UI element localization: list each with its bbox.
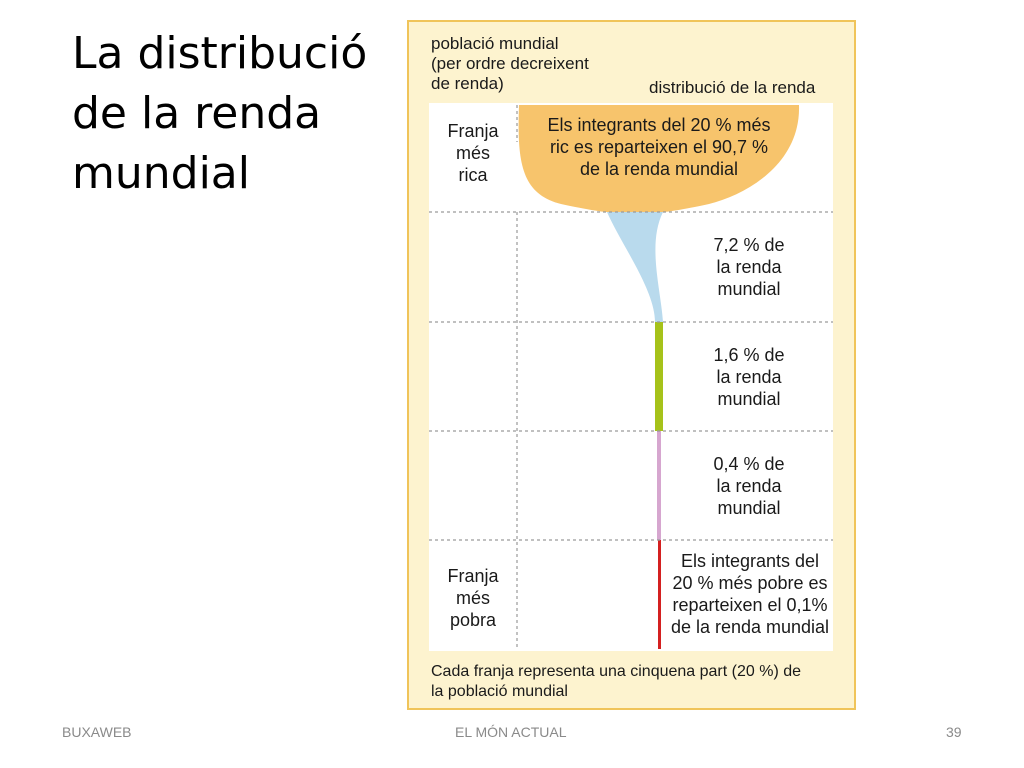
band-text-line: mundial bbox=[689, 497, 809, 519]
band-text-line: de la renda mundial bbox=[529, 158, 789, 180]
footer-author: BUXAWEB bbox=[62, 724, 132, 740]
band-text-richest: Els integrants del 20 % més ric es repar… bbox=[529, 114, 789, 180]
band-label-line: Franja bbox=[433, 565, 513, 587]
band-text-line: 1,6 % de bbox=[689, 344, 809, 366]
band-shape-fourth bbox=[657, 431, 661, 540]
income-distribution-diagram: població mundial (per ordre decreixent d… bbox=[407, 20, 856, 710]
footnote-line: la població mundial bbox=[431, 682, 801, 702]
band-text-second: 7,2 % de la renda mundial bbox=[689, 234, 809, 300]
band-text-line: 20 % més pobre es bbox=[663, 572, 837, 594]
axis-label-line: (per ordre decreixent bbox=[431, 54, 589, 74]
band-text-line: la renda bbox=[689, 366, 809, 388]
band-label-line: rica bbox=[433, 164, 513, 186]
footer-course: EL MÓN ACTUAL bbox=[455, 724, 567, 740]
richest-band-label: Franja més rica bbox=[433, 120, 513, 186]
population-axis-label: població mundial (per ordre decreixent d… bbox=[431, 34, 589, 94]
distribution-axis-label: distribució de la renda bbox=[649, 78, 815, 98]
band-text-line: la renda bbox=[689, 475, 809, 497]
band-shape-poorest bbox=[658, 540, 661, 649]
band-text-line: 7,2 % de bbox=[689, 234, 809, 256]
band-text-line: Els integrants del bbox=[663, 550, 837, 572]
axis-label-line: de renda) bbox=[431, 74, 589, 94]
poorest-band-label: Franja més pobra bbox=[433, 565, 513, 631]
band-text-line: 0,4 % de bbox=[689, 453, 809, 475]
band-text-line: reparteixen el 0,1% bbox=[663, 594, 837, 616]
band-shape-third bbox=[655, 322, 663, 431]
slide-title-line: mundial bbox=[72, 144, 402, 204]
slide-title-line: de la renda bbox=[72, 84, 402, 144]
band-label-line: pobra bbox=[433, 609, 513, 631]
band-text-line: Els integrants del 20 % més bbox=[529, 114, 789, 136]
band-label-line: més bbox=[433, 587, 513, 609]
band-label-line: Franja bbox=[433, 120, 513, 142]
slide-title: La distribució de la renda mundial bbox=[72, 24, 402, 204]
band-label-line: més bbox=[433, 142, 513, 164]
band-text-line: ric es reparteixen el 90,7 % bbox=[529, 136, 789, 158]
footnote-line: Cada franja representa una cinquena part… bbox=[431, 662, 801, 682]
slide-title-line: La distribució bbox=[72, 24, 402, 84]
band-text-poorest: Els integrants del 20 % més pobre es rep… bbox=[663, 550, 837, 638]
band-text-line: mundial bbox=[689, 388, 809, 410]
band-text-third: 1,6 % de la renda mundial bbox=[689, 344, 809, 410]
diagram-footnote: Cada franja representa una cinquena part… bbox=[431, 662, 801, 702]
band-text-line: mundial bbox=[689, 278, 809, 300]
axis-label-line: població mundial bbox=[431, 34, 589, 54]
slide-number: 39 bbox=[946, 724, 962, 740]
band-text-fourth: 0,4 % de la renda mundial bbox=[689, 453, 809, 519]
band-text-line: la renda bbox=[689, 256, 809, 278]
band-text-line: de la renda mundial bbox=[663, 616, 837, 638]
